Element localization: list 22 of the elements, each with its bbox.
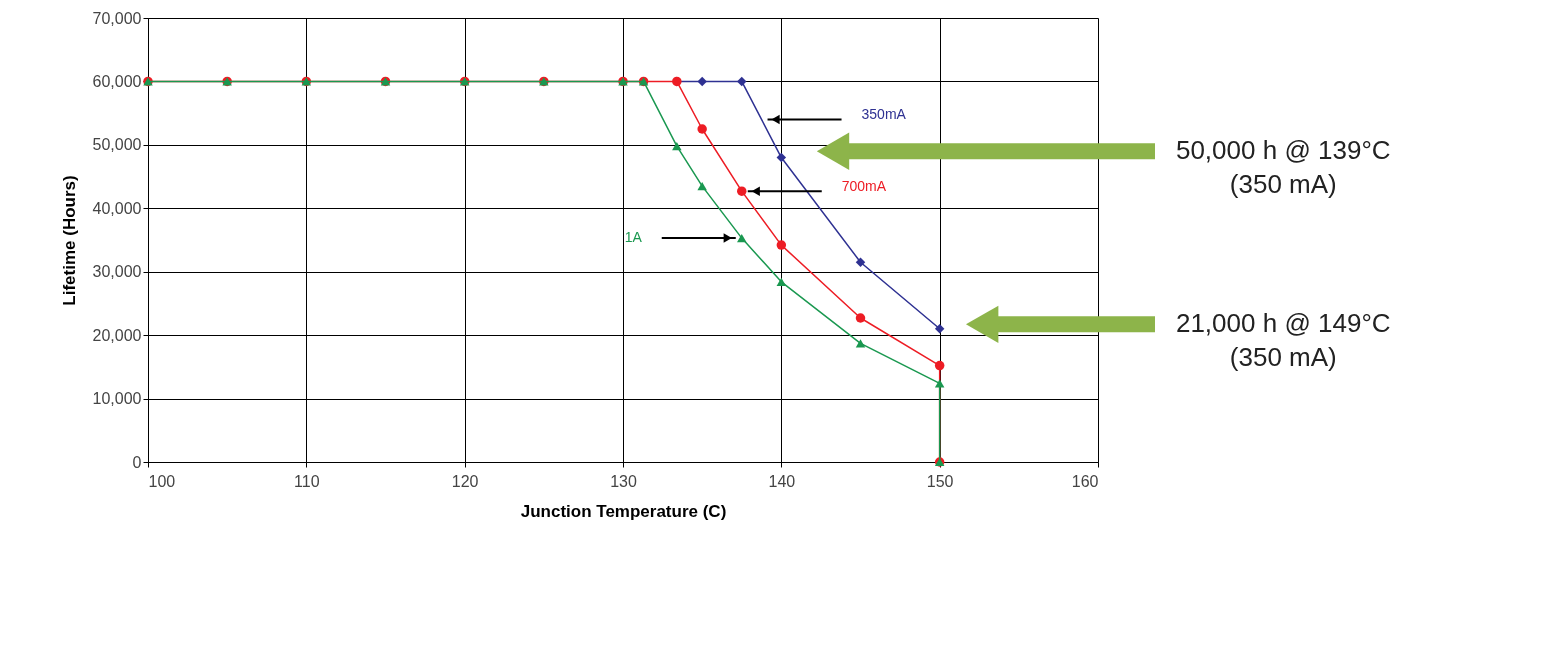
text: 21,000 h @ 149°C (350 mA) [1175,308,1391,373]
text: 50,000 h @ 139°C (350 mA) [1175,135,1391,200]
x-tick-label: 150 [926,472,954,490]
y-axis-title: Lifetime (Hours) [59,175,79,306]
x-axis-title: Junction Temperature (C) [520,501,727,521]
text: 350mA [861,106,907,123]
y-tick-label: 60,000 [92,72,142,90]
y-tick-label: 20,000 [92,326,142,344]
text: 1A [624,229,643,246]
text: 700mA [841,178,887,195]
y-tick-label: 40,000 [92,199,142,217]
x-tick-label: 120 [451,472,479,490]
x-tick-label: 110 [294,472,320,490]
x-tick-label: 130 [610,472,637,490]
x-tick-label: 160 [1071,472,1099,490]
y-tick-label: 50,000 [92,136,142,154]
y-tick-label: 30,000 [92,263,142,281]
x-tick-label: 140 [768,472,796,490]
x-tick-label: 100 [148,472,176,490]
y-tick-label: 0 [132,453,142,471]
y-tick-label: 70,000 [92,9,142,27]
y-tick-label: 10,000 [92,390,142,408]
